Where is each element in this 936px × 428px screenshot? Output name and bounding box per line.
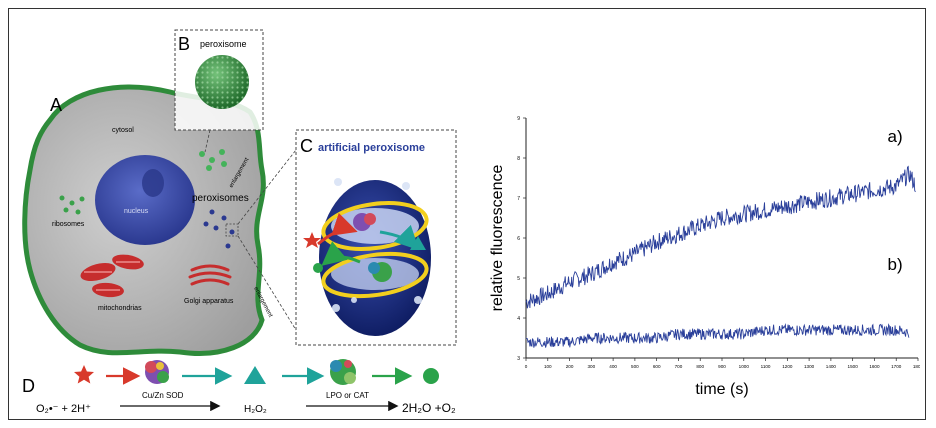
red-arrow-in xyxy=(317,212,358,246)
series-line-b xyxy=(525,323,910,348)
x-tick-label: 600 xyxy=(653,364,661,369)
green-arrow-out xyxy=(321,241,361,266)
peroxisome-sphere-texture xyxy=(195,55,249,109)
x-tick-label: 400 xyxy=(609,364,617,369)
green-dot-c xyxy=(313,263,323,273)
peroxisomes-label: peroxisomes xyxy=(192,193,249,204)
series-label-a: a) xyxy=(888,127,903,146)
peroxisomes-dots xyxy=(199,149,227,171)
chart-axes xyxy=(523,117,919,361)
vesicle-small-molecules xyxy=(332,178,422,312)
pathway-substrate: O₂•⁻ + 2H⁺ xyxy=(36,403,91,415)
chart-text: 0 100 200 300 400 500 600 700 800 900 1000 1100 1200… xyxy=(489,116,920,398)
zoom-line-c1 xyxy=(237,149,297,225)
y-axis-label: relative fluorescence xyxy=(489,165,506,312)
mitochondria-shapes xyxy=(80,254,144,298)
peroxisome-label: peroxisome xyxy=(200,39,247,49)
pore-ring-lower xyxy=(321,251,429,299)
x-tick-label: 1700 xyxy=(891,364,902,369)
golgi-label: Golgi apparatus xyxy=(184,298,234,305)
zoom-line-c2 xyxy=(237,235,297,331)
x-tick-label: 0 xyxy=(525,364,528,369)
fluorescence-chart: 0 100 200 300 400 500 600 700 800 900 1000 1100 1200… xyxy=(489,116,920,398)
y-tick-label: 8 xyxy=(517,156,520,162)
pathway-product: 2H₂O +O₂ xyxy=(402,401,456,415)
x-tick-label: 1500 xyxy=(848,364,859,369)
x-tick-label: 1100 xyxy=(761,364,771,369)
ribosomes-dots xyxy=(59,195,85,215)
nucleolus-shape xyxy=(142,169,164,197)
y-tick-label: 9 xyxy=(517,116,520,122)
teal-triangle-c xyxy=(410,236,426,250)
nucleus-shape xyxy=(95,155,195,245)
series-label-b: b) xyxy=(888,255,903,274)
x-tick-label: 1400 xyxy=(826,364,837,369)
x-tick-label: 800 xyxy=(696,364,704,369)
x-tick-label: 1300 xyxy=(804,364,815,369)
cell-diagram: A B C D peroxisome artificial peroxisome… xyxy=(22,29,457,415)
pathway-enzyme-2: LPO or CAT xyxy=(326,391,369,400)
nucleus-label: nucleus xyxy=(124,208,149,215)
y-tick-label: 7 xyxy=(517,196,520,202)
x-tick-label: 1000 xyxy=(739,364,750,369)
figure-frame xyxy=(8,8,926,420)
pathway-intermediate: H₂O₂ xyxy=(244,404,267,415)
panel-label-a: A xyxy=(50,95,62,115)
ribosomes-label: ribosomes xyxy=(52,221,85,228)
vesicle-zoom-box xyxy=(225,223,239,237)
chart-series xyxy=(525,165,916,348)
x-tick-label: 1800 xyxy=(913,364,920,369)
pathway-enzyme-1: Cu/Zn SOD xyxy=(142,391,184,400)
golgi-shape xyxy=(188,264,232,286)
pathway-product-dot-icon xyxy=(423,368,439,384)
panel-label-b: B xyxy=(178,34,190,54)
x-tick-label: 300 xyxy=(587,364,595,369)
x-axis-label: time (s) xyxy=(695,381,748,398)
pathway-triangle-icon xyxy=(244,366,266,384)
pore-ring-upper xyxy=(321,201,429,251)
series-line-a xyxy=(525,165,916,309)
x-tick-label: 100 xyxy=(544,364,552,369)
y-tick-label: 6 xyxy=(517,236,520,242)
x-tick-label: 700 xyxy=(675,364,683,369)
y-tick-label: 4 xyxy=(517,316,520,322)
sod-enzyme-icon xyxy=(145,360,169,384)
x-tick-label: 200 xyxy=(566,364,574,369)
lpo-enzyme-icon xyxy=(330,359,356,385)
y-tick-label: 5 xyxy=(517,276,520,282)
pathway-star-icon xyxy=(74,365,94,384)
x-tick-label: 1600 xyxy=(869,364,880,369)
artificial-peroxisomes-dots xyxy=(203,209,235,249)
zoom-line-b xyxy=(204,129,211,153)
teal-arrow xyxy=(379,224,420,251)
panel-label-c: C xyxy=(300,136,313,156)
cytosol-label: cytosol xyxy=(112,127,134,134)
mitochondrias-label: mitochondrias xyxy=(98,305,142,312)
x-tick-label: 1200 xyxy=(782,364,793,369)
panel-label-d: D xyxy=(22,376,35,396)
x-tick-label: 500 xyxy=(631,364,639,369)
artificial-peroxisome-title: artificial peroxisome xyxy=(318,142,425,154)
x-tick-label: 900 xyxy=(718,364,726,369)
y-tick-label: 3 xyxy=(517,356,520,362)
red-star-c xyxy=(303,232,321,248)
